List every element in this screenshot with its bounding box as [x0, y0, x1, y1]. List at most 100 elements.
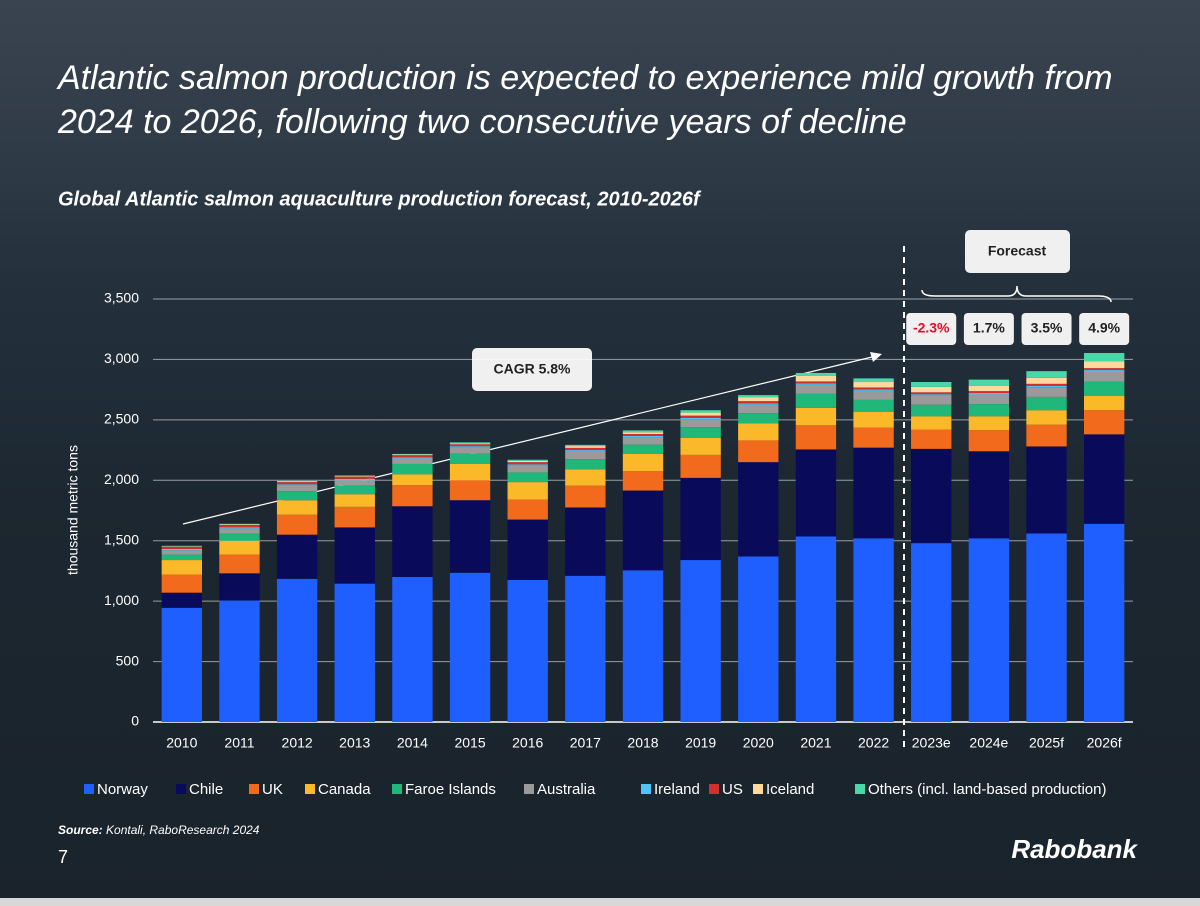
slide-title: Atlantic salmon production is expected t… [56, 59, 1113, 141]
x-tick-label: 2019 [685, 735, 716, 751]
bar-segment [219, 573, 260, 601]
bar-segment [449, 463, 491, 481]
x-tick-label: 2022 [858, 735, 889, 751]
bar-segment [219, 533, 260, 541]
bar-segment [622, 435, 664, 438]
legend-swatch [855, 784, 865, 794]
bar-segment [161, 574, 202, 593]
bar-segment [392, 474, 433, 486]
bar-segment [392, 485, 433, 507]
bar-segment [680, 419, 721, 428]
bar-segment [219, 540, 260, 555]
bar-segment [1026, 396, 1067, 411]
bar-segment [392, 453, 433, 455]
x-tick-label: 2016 [512, 735, 543, 751]
bar-segment [1026, 387, 1067, 397]
bar-segment [795, 449, 837, 537]
bar-segment [334, 527, 375, 584]
bar-segment [853, 427, 894, 448]
y-tick-label: 500 [116, 652, 140, 668]
x-tick-label: 2023e [912, 735, 951, 751]
growth-box [1079, 313, 1130, 345]
bar-segment [968, 379, 1010, 386]
bar-segment [276, 485, 318, 492]
bar-segment [911, 394, 952, 396]
bar-segment [507, 462, 548, 465]
bar-segment [507, 519, 548, 580]
legend-label: Iceland [766, 781, 814, 798]
bar-segment [1084, 353, 1125, 362]
bar-segment [622, 490, 664, 571]
bar-segment [1084, 361, 1125, 369]
bar-segment [1084, 368, 1125, 371]
bar-segment [276, 482, 318, 485]
bar-segment [276, 578, 318, 722]
bar-segment [161, 592, 202, 608]
bar-segment [795, 384, 837, 394]
bar-segment [1026, 446, 1067, 534]
bar-segment [795, 536, 837, 722]
bar-segment [911, 392, 952, 395]
legend-label: Canada [318, 781, 371, 798]
bar-segment [680, 454, 721, 478]
y-tick-label: 3,000 [104, 350, 139, 366]
bar-segment [738, 401, 779, 404]
bar-segment [507, 579, 548, 722]
bar-segment [219, 523, 260, 525]
legend-label: US [722, 781, 743, 798]
bar-segment [622, 433, 664, 436]
bar-segment [622, 570, 664, 722]
bar-segment [1026, 371, 1067, 378]
bar-segment [565, 469, 606, 486]
bar-segment [449, 480, 491, 501]
bar-segment [1026, 533, 1067, 722]
bar-segment [276, 484, 318, 486]
bar-segment [738, 462, 779, 557]
growth-label: -2.3% [913, 320, 950, 336]
bar-segment [622, 444, 664, 454]
bar-segment [622, 453, 664, 472]
bar-segment [334, 476, 375, 479]
bar-segment [392, 457, 433, 459]
growth-label: 1.7% [973, 320, 1005, 336]
x-tick-label: 2018 [627, 735, 658, 751]
bar-segment [738, 440, 779, 463]
bar-segment [219, 524, 260, 526]
bar-segment [449, 447, 491, 454]
bar-segment [161, 546, 202, 549]
bar-segment [161, 560, 202, 575]
legend-label: Ireland [654, 781, 700, 798]
bar-segment [1026, 410, 1067, 425]
bar-segment [161, 545, 202, 547]
legend-swatch [753, 784, 763, 794]
chart-subtitle: Global Atlantic salmon aquaculture produ… [58, 188, 702, 210]
bar-segment [795, 425, 837, 450]
bar-segment [334, 480, 375, 486]
bar-segment [680, 415, 721, 418]
bar-segment [911, 404, 952, 417]
bar-segment [507, 464, 548, 466]
legend-label: Chile [189, 781, 223, 798]
bar-segment [219, 525, 260, 528]
bar-segment [968, 393, 1010, 395]
bar-segment [795, 393, 837, 408]
bar-segment [968, 416, 1010, 431]
legend-swatch [524, 784, 534, 794]
bar-segment [565, 485, 606, 508]
bar-segment [853, 538, 894, 722]
title-line: Atlantic salmon production is expected t… [56, 59, 1113, 97]
growth-box [963, 313, 1014, 345]
bar-segment [1084, 381, 1125, 396]
bar-segment [565, 507, 606, 576]
bar-segment [911, 543, 952, 722]
bar-segment [334, 485, 375, 495]
bar-segment [1026, 385, 1067, 388]
bar-segment [680, 412, 721, 416]
bar-segment [507, 472, 548, 483]
bar-segment [911, 395, 952, 405]
bar-segment [507, 499, 548, 520]
x-tick-label: 2013 [339, 735, 370, 751]
bar-segment [507, 482, 548, 500]
